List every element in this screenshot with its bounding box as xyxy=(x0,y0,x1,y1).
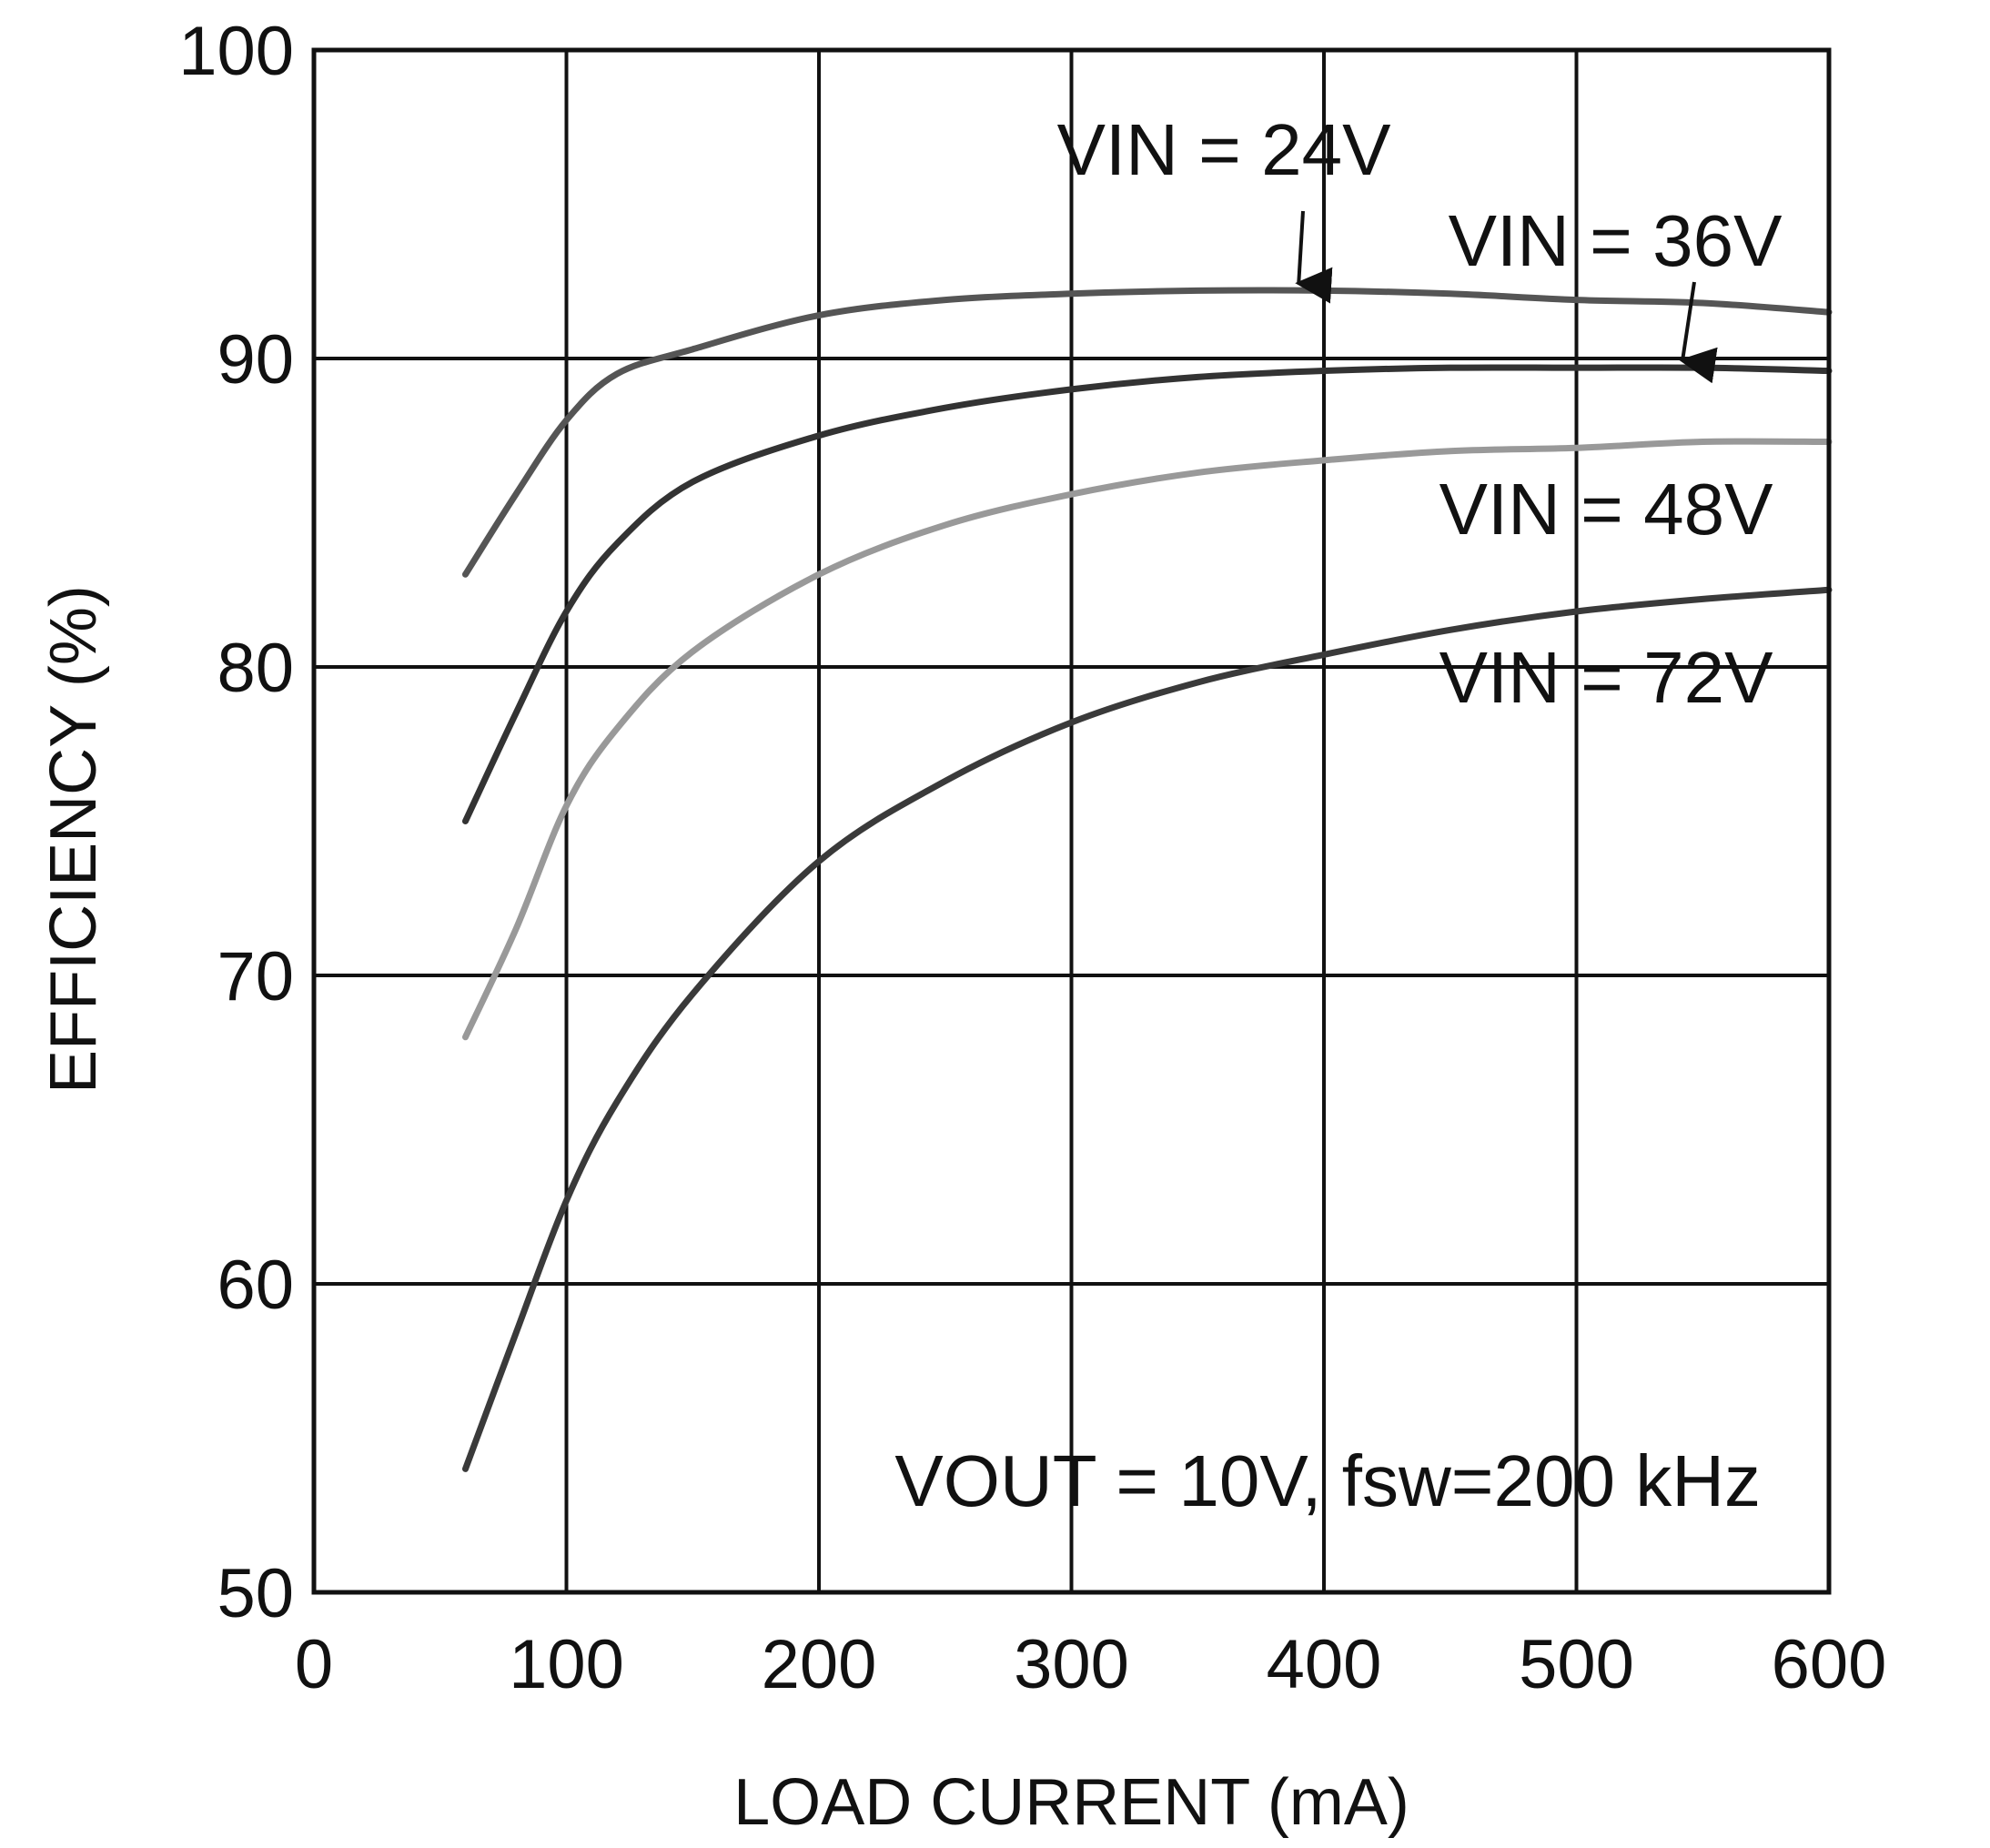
series-line-1 xyxy=(462,287,1833,578)
series-line-4 xyxy=(462,586,1833,1472)
x-tick-label: 400 xyxy=(1267,1626,1382,1703)
annotation-text: VOUT = 10V, fsw=200 kHz xyxy=(894,1440,1761,1521)
x-tick-label: 200 xyxy=(762,1626,877,1703)
y-axis-label: EFFICIENCY (%) xyxy=(37,585,110,1094)
y-tick-label: 80 xyxy=(217,630,294,707)
x-tick-label: 100 xyxy=(509,1626,624,1703)
x-axis-label: LOAD CURRENT (mA) xyxy=(733,1766,1409,1839)
grid xyxy=(314,50,1829,1592)
series-line-2 xyxy=(462,364,1833,824)
series-label-1: VIN = 24V xyxy=(1057,109,1392,190)
series-labels: VIN = 24V VIN = 36V VIN = 48V VIN = 72V xyxy=(1057,109,1783,718)
y-tick-label: 50 xyxy=(217,1555,294,1632)
y-tick-label: 60 xyxy=(217,1247,294,1324)
series-lines xyxy=(462,287,1833,1472)
x-tick-label: 0 xyxy=(295,1626,333,1703)
x-tick-label: 300 xyxy=(1014,1626,1129,1703)
y-tick-label: 90 xyxy=(217,321,294,399)
label-arrow-1 xyxy=(1295,210,1333,304)
series-label-3: VIN = 48V xyxy=(1439,469,1774,550)
x-tick-label: 600 xyxy=(1772,1626,1887,1703)
y-tick-label: 70 xyxy=(217,938,294,1015)
y-tick-label: 100 xyxy=(178,13,294,90)
series-label-4: VIN = 72V xyxy=(1439,637,1774,718)
label-arrow-2 xyxy=(1679,281,1718,384)
series-label-2: VIN = 36V xyxy=(1449,200,1783,281)
plot-frame xyxy=(311,47,1832,1595)
series-line-3 xyxy=(462,438,1833,1041)
tick-labels: 0 100 200 300 400 500 600 50 60 70 80 90 100 xyxy=(178,13,1886,1703)
x-tick-label: 500 xyxy=(1519,1626,1634,1703)
